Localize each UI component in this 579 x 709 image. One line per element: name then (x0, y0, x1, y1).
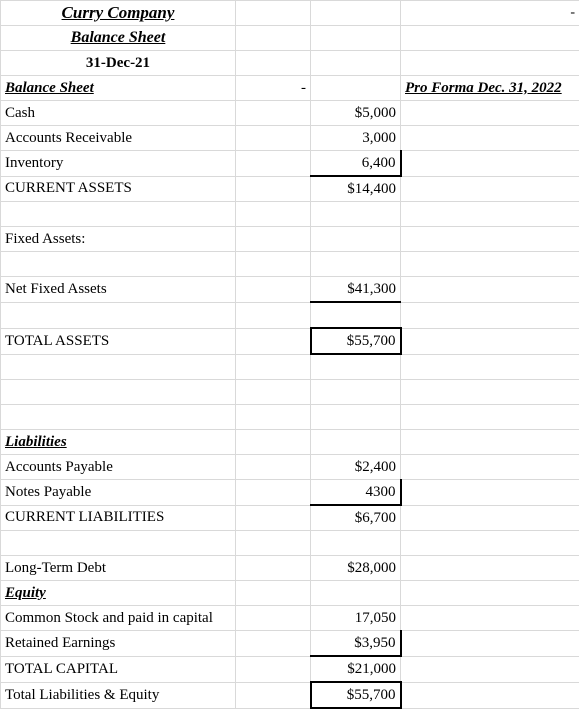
section-equity: Equity (1, 581, 236, 606)
row-ap-label: Accounts Payable (1, 455, 236, 480)
row-retained-label: Retained Earnings (1, 631, 236, 657)
row-inv-value: 6,400 (311, 151, 401, 177)
row-ar-label: Accounts Receivable (1, 126, 236, 151)
row-np-label: Notes Payable (1, 480, 236, 506)
row-retained-value: $3,950 (311, 631, 401, 657)
row-total-le-value: $55,700 (311, 682, 401, 708)
company-name: Curry Company (1, 1, 236, 26)
row-common-value: 17,050 (311, 606, 401, 631)
row-np-value: 4300 (311, 480, 401, 506)
row-netfixed-label: Net Fixed Assets (1, 277, 236, 303)
row-cash-label: Cash (1, 101, 236, 126)
balance-sheet-table: Curry Company - Balance Sheet 31-Dec-21 … (0, 0, 579, 709)
sheet-date: 31-Dec-21 (1, 51, 236, 76)
section-liabilities: Liabilities (1, 430, 236, 455)
row-current-assets-label: CURRENT ASSETS (1, 176, 236, 202)
row-total-capital-value: $21,000 (311, 656, 401, 682)
row-current-liab-label: CURRENT LIABILITIES (1, 505, 236, 531)
row-current-liab-value: $6,700 (311, 505, 401, 531)
row-ltd-value: $28,000 (311, 556, 401, 581)
row-total-le-label: Total Liabilities & Equity (1, 682, 236, 708)
row-common-label: Common Stock and paid in capital (1, 606, 236, 631)
row-netfixed-value: $41,300 (311, 277, 401, 303)
row-total-capital-label: TOTAL CAPITAL (1, 656, 236, 682)
row-total-assets-label: TOTAL ASSETS (1, 328, 236, 354)
col-head-proforma: Pro Forma Dec. 31, 2022 (401, 76, 579, 101)
col-head-balance-sheet: Balance Sheet (1, 76, 236, 101)
row-total-assets-value: $55,700 (311, 328, 401, 354)
row-cash-value: $5,000 (311, 101, 401, 126)
sheet-title: Balance Sheet (1, 26, 236, 51)
row-inv-label: Inventory (1, 151, 236, 177)
row-fixed-assets-header: Fixed Assets: (1, 227, 236, 252)
row-ltd-label: Long-Term Debt (1, 556, 236, 581)
row-ar-value: 3,000 (311, 126, 401, 151)
col-b-dash: - (236, 76, 311, 101)
row-ap-value: $2,400 (311, 455, 401, 480)
top-right-dash: - (401, 1, 579, 26)
row-current-assets-value: $14,400 (311, 176, 401, 202)
